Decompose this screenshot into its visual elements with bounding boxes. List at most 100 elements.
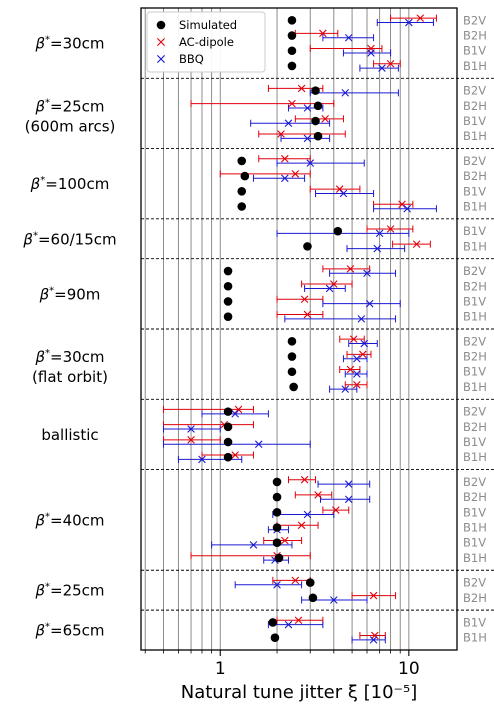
bbq-errorbar [284,315,397,323]
ac-dipole-errorbar [294,491,333,499]
group-label: β*=40cm [34,511,104,529]
group-label-value: =25cm [50,97,105,115]
simulated-point [223,297,233,306]
ac-dipole-point [319,29,327,38]
ac-dipole-point [346,365,355,374]
bbq-point [303,510,312,519]
group-label-value: =30cm [50,35,105,53]
bbq-point [341,385,350,393]
bbq-point [378,64,386,72]
ac-dipole-point [369,591,378,600]
bbq-errorbar [304,284,346,292]
ac-dipole-point-stroke [332,506,340,514]
ac-dipole-point-stroke [291,170,300,178]
simulated-point [313,101,323,111]
ac-dipole-errorbar [263,537,303,544]
group-label-value: =40cm [50,511,105,529]
bbq-errorbar [234,581,303,589]
row-label: B1V [463,224,486,238]
bbq-point [344,495,353,504]
ac-dipole-point-stroke [220,420,229,429]
ac-dipole-point-stroke [386,59,395,68]
bbq-point-stroke [344,480,353,488]
row-label: B2H [463,169,487,183]
ac-dipole-errorbar [276,616,324,624]
ac-dipole-point-stroke [319,29,327,38]
bbq-point [330,596,338,604]
bbq-errorbar [276,229,410,237]
beta-symbol: β [34,35,45,53]
ac-dipole-point [321,115,329,123]
group-sublabel: (flat orbit) [32,368,108,386]
row-label: B1V [463,365,486,379]
row-label: B1H [463,551,487,565]
beta-star: * [33,230,38,241]
ac-dipole-errorbar [309,185,361,193]
simulated-point [303,242,312,251]
ac-dipole-point [371,631,379,640]
ac-dipole-point [314,491,322,499]
ac-dipole-errorbar [190,552,311,560]
ac-dipole-point [234,405,243,414]
bbq-errorbar [252,174,306,182]
bbq-point-stroke [325,284,334,293]
simulated-point [287,367,297,377]
ac-dipole-errorbar [309,45,383,53]
ac-dipole-errorbar [373,60,401,68]
simulated-point [237,202,247,211]
simulated-point [287,352,297,361]
bbq-point [363,269,371,278]
ac-dipole-point-stroke [303,310,312,319]
ac-dipole-point [288,99,296,108]
ac-dipole-errorbar [258,130,346,138]
bbq-point [306,159,315,167]
bbq-point-stroke [249,541,258,549]
beta-star: * [45,348,50,359]
simulated-point [223,407,233,416]
bbq-errorbar [376,19,434,27]
bbq-point [373,244,382,253]
ac-dipole-errorbar [392,240,431,248]
group-label-value: =100cm [45,175,109,193]
legend-label: AC-dipole [179,35,234,49]
ac-dipole-errorbar [276,521,319,529]
simulated-point [272,523,282,532]
ac-dipole-point-stroke [371,631,379,640]
bbq-point [367,49,375,57]
bbq-point-stroke [363,269,371,278]
group-label-value: =30cm [50,348,105,366]
bbq-point-stroke [284,119,293,128]
simulated-point [272,508,282,517]
beta-symbol: β [39,285,50,303]
bbq-point [405,18,413,27]
bbq-errorbar [276,159,365,167]
simulated-point [270,633,280,642]
simulated-point [311,86,320,95]
group-separators [141,77,494,611]
bbq-point-stroke [344,33,353,42]
bbq-point-stroke [353,370,361,378]
ac-dipole-errorbar [294,29,339,37]
bbq-point-stroke [303,134,312,143]
row-label: B2H [463,420,487,434]
bbq-point [353,370,361,378]
row-label: B2H [463,279,487,293]
row-label: B2H [463,591,487,605]
simulated-point [287,337,297,346]
ac-dipole-point-stroke [291,576,300,585]
legend-bbq-marker-stroke [157,55,165,63]
bbq-point [284,620,293,629]
row-label: B2V [463,334,486,348]
simulated-point [223,266,233,276]
ac-dipole-point [187,436,195,444]
row-label: B1V [463,536,486,550]
row-label: B1V [463,184,486,198]
row-label: B1H [463,521,487,535]
simulated-point [308,593,318,603]
ac-dipole-point [281,154,289,163]
bbq-point-stroke [367,49,375,57]
bbq-point [249,541,258,549]
ac-dipole-point-stroke [321,115,329,123]
bbq-errorbar [162,440,311,448]
bbq-errorbar [162,425,221,433]
